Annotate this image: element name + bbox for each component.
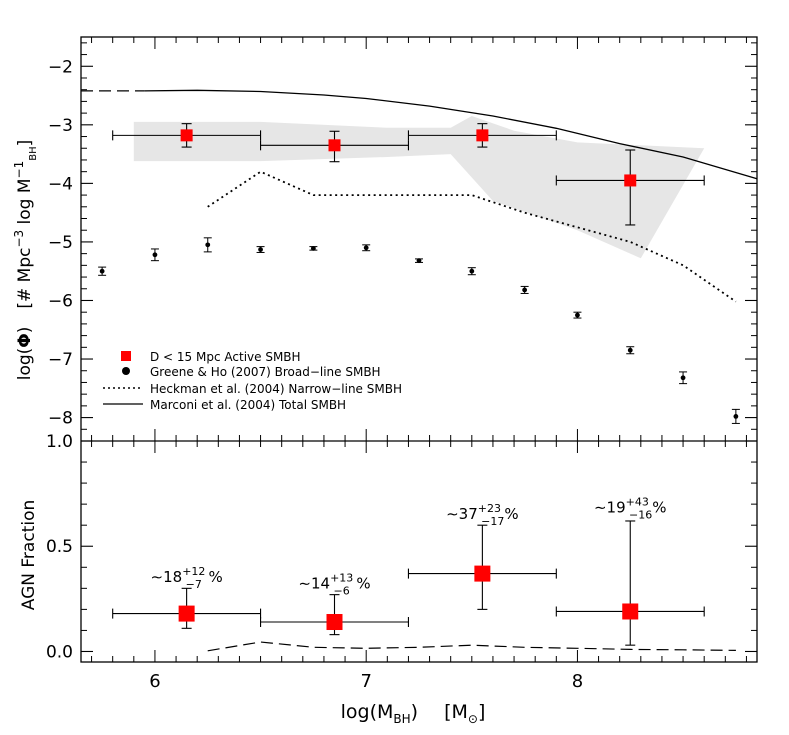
axes-frame: −2 −3 −4 −5 −6 −7 −8 0.0 0.5 1.0 6 7 8 (46, 36, 758, 692)
fraction-annotation: ∼18+12 −7% (151, 565, 223, 591)
xtick-label: 8 (572, 671, 583, 692)
legend-label: Marconi et al. (2004) Total SMBH (150, 398, 346, 412)
marconi-solid-line (144, 89, 758, 180)
top-ylabel: log(Φ)[# Mpc−3 log M−1BH] (12, 140, 39, 381)
fraction-marker (178, 605, 195, 622)
bottom-ylabel: AGN Fraction (19, 500, 39, 610)
x-axis-label: log(MBH) [M⊙] (341, 701, 486, 726)
top-ytick-label: −7 (48, 350, 73, 370)
legend-label: Heckman et al. (2004) Narrow−line SMBH (150, 382, 402, 396)
greene-ho-point (469, 268, 475, 274)
fraction-annotation: ∼14+13 −6% (298, 571, 370, 597)
top-ytick-label: −4 (48, 174, 73, 194)
bottom-ytick-label: 0.5 (46, 537, 73, 557)
uncertainty-band (133, 116, 705, 259)
greene-ho-point (416, 258, 422, 264)
active-smbh-marker (476, 129, 489, 142)
xtick-label: 7 (360, 671, 371, 692)
top-ytick-label: −8 (48, 409, 73, 429)
xtick-label: 6 (149, 671, 160, 692)
greene-ho-point (205, 242, 211, 248)
active-smbh-marker (180, 129, 193, 142)
legend: D < 15 Mpc Active SMBH Greene & Ho (2007… (103, 350, 402, 412)
fraction-marker (474, 565, 491, 582)
active-smbh-marker (624, 174, 637, 187)
legend-label: Greene & Ho (2007) Broad−line SMBH (150, 365, 381, 379)
bottom-ytick-label: 0.0 (46, 642, 73, 662)
top-ytick-label: −5 (48, 233, 73, 253)
greene-ho-point (99, 268, 105, 274)
greene-ho-point (680, 375, 686, 381)
top-panel (81, 89, 758, 424)
legend-label: D < 15 Mpc Active SMBH (150, 350, 301, 364)
fraction-dashed-line (207, 641, 736, 652)
top-ytick-label: −3 (48, 116, 73, 136)
active-smbh-marker (328, 139, 341, 152)
greene-ho-point (363, 245, 369, 251)
fraction-annotation: ∼37+23 −17% (446, 502, 519, 528)
plot-border (80, 36, 758, 663)
top-ytick-label: −6 (48, 291, 73, 311)
fraction-marker (622, 603, 639, 620)
legend-marker-red-square (121, 351, 131, 361)
greene-ho-point (152, 252, 158, 258)
bottom-panel: ∼18+12 −7% ∼14+13 −6 % ∼37+23 −17% ∼19+43 −16% (112, 496, 736, 652)
greene-ho-point (733, 414, 739, 419)
bottom-ytick-label: 1.0 (46, 432, 73, 452)
greene-ho-point (627, 347, 633, 353)
greene-ho-point (310, 245, 316, 251)
greene-ho-point (258, 247, 263, 252)
greene-ho-point (522, 287, 528, 293)
legend-marker-black-circle (122, 367, 130, 375)
top-ytick-label: −2 (48, 57, 73, 77)
fraction-annotation: ∼19+43 −16% (594, 496, 667, 522)
fraction-marker (326, 614, 343, 631)
greene-ho-point (575, 312, 580, 318)
